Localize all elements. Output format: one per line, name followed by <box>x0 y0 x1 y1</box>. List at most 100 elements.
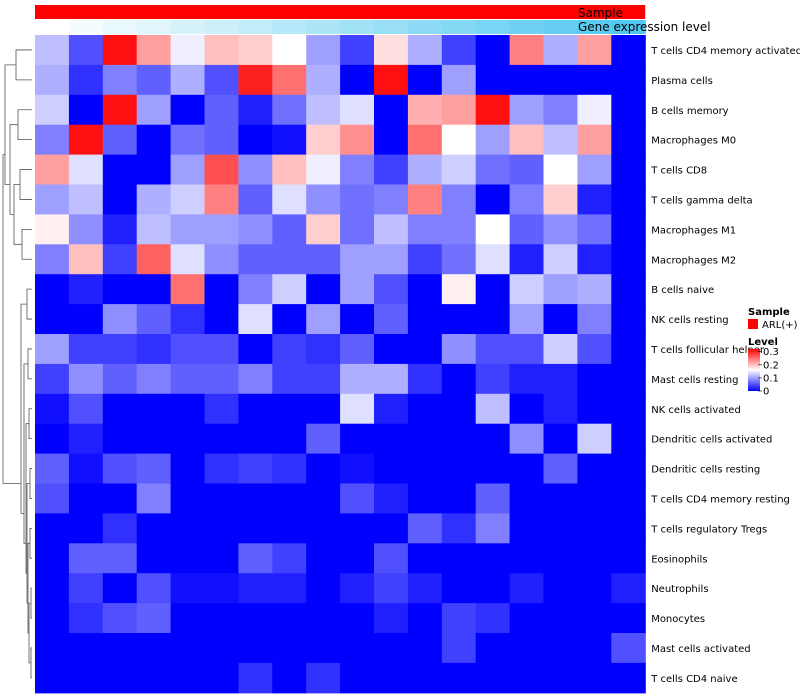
heatmap-cell <box>204 513 239 544</box>
heatmap-cell <box>272 244 307 275</box>
dendrogram-branch <box>26 288 32 320</box>
heatmap-cell <box>407 214 443 245</box>
heatmap-cell <box>577 662 612 694</box>
row-label: Mast cells activated <box>651 644 750 655</box>
dendrogram-branch <box>27 542 30 634</box>
heatmap-cell <box>509 154 545 186</box>
heatmap-cell <box>136 603 172 634</box>
heatmap-cell <box>35 124 70 156</box>
heatmap-cell <box>306 543 341 574</box>
heatmap-cell <box>441 334 477 365</box>
heatmap-cell <box>238 64 273 96</box>
heatmap-cell <box>272 662 307 694</box>
heatmap-cell <box>272 363 307 395</box>
heatmap-cell <box>272 154 307 186</box>
dendrogram-branch <box>28 408 32 440</box>
heatmap-cell <box>136 274 172 305</box>
heatmap-cell <box>102 483 138 514</box>
heatmap-cell <box>611 573 646 604</box>
heatmap-cell <box>204 35 239 66</box>
heatmap-cell <box>170 334 206 365</box>
heatmap-cell <box>136 304 172 335</box>
heatmap-cell <box>204 393 239 425</box>
heatmap-cell <box>204 214 239 245</box>
legend-tick-label: 0 <box>763 387 769 398</box>
gene-expression-annotation-cell <box>577 20 612 34</box>
heatmap-cell <box>441 154 477 186</box>
heatmap-cell <box>509 662 545 694</box>
heatmap-cell <box>611 184 646 215</box>
heatmap-cell <box>102 244 138 275</box>
heatmap-cell <box>611 393 646 425</box>
heatmap-cell <box>441 244 477 275</box>
heatmap-cell <box>611 64 646 96</box>
gene-expression-annotation-cell <box>102 20 138 34</box>
row-dendrogram <box>2 49 32 679</box>
heatmap-cell <box>407 633 443 664</box>
heatmap-cell <box>407 363 443 395</box>
heatmap-cell <box>272 184 307 215</box>
row-labels: T cells CD4 memory activated Plasma cells… <box>650 46 800 685</box>
heatmap-cell <box>611 603 646 634</box>
heatmap-cell <box>577 453 612 485</box>
heatmap-cell <box>577 274 612 305</box>
heatmap-cell <box>509 304 545 335</box>
heatmap-cell <box>611 274 646 305</box>
legend-sample-swatch <box>748 319 758 329</box>
heatmap-cell <box>306 633 341 664</box>
heatmap-cell <box>374 633 409 664</box>
heatmap-cell <box>441 274 477 305</box>
heatmap-cell <box>340 423 375 455</box>
heatmap-cell <box>407 94 443 126</box>
heatmap-cell <box>407 184 443 215</box>
row-label: Macrophages M0 <box>651 136 736 147</box>
heatmap-cell <box>170 64 206 96</box>
heatmap-cell <box>238 543 273 574</box>
heatmap-cell <box>340 154 375 186</box>
heatmap-cell <box>272 483 307 514</box>
row-label: Dendritic cells resting <box>651 465 760 476</box>
gene-expression-annotation-cell <box>170 20 206 34</box>
heatmap-cell <box>340 363 375 395</box>
heatmap-cell <box>68 573 104 604</box>
heatmap-cell <box>543 662 578 694</box>
heatmap-cell <box>306 124 341 156</box>
heatmap-cell <box>35 453 70 485</box>
heatmap-cell <box>204 543 239 574</box>
heatmap-cell <box>407 483 443 514</box>
dendrogram-branch <box>29 468 32 499</box>
heatmap-cell <box>374 483 409 514</box>
heatmap-cell <box>374 573 409 604</box>
heatmap-cell <box>340 393 375 425</box>
heatmap-cell <box>441 393 477 425</box>
heatmap-cell <box>509 453 545 485</box>
heatmap-cell <box>306 603 341 634</box>
heatmap-cell <box>543 423 578 455</box>
heatmap-cell <box>102 662 138 694</box>
heatmap-cell <box>102 513 138 544</box>
heatmap-cell <box>509 334 545 365</box>
heatmap-cell <box>238 274 273 305</box>
heatmap-cell <box>170 154 206 186</box>
heatmap-cell <box>306 363 341 395</box>
heatmap-cell <box>475 214 511 245</box>
heatmap-cell <box>170 363 206 395</box>
heatmap-cell <box>170 184 206 215</box>
heatmap-cell <box>35 64 70 96</box>
heatmap-cell <box>543 393 578 425</box>
heatmap-cell <box>136 35 172 66</box>
heatmap-cell <box>136 334 172 365</box>
heatmap-cell <box>102 573 138 604</box>
heatmap-cell <box>68 214 104 245</box>
heatmap-cell <box>204 423 239 455</box>
heatmap-cell <box>407 124 443 156</box>
heatmap-cell <box>509 423 545 455</box>
heatmap-cell <box>170 393 206 425</box>
heatmap-cell <box>238 35 273 66</box>
heatmap-cell <box>204 154 239 186</box>
heatmap-cell <box>272 543 307 574</box>
heatmap-cell <box>306 184 341 215</box>
row-label: Eosinophils <box>651 554 707 565</box>
heatmap-cell <box>306 662 341 694</box>
heatmap-cell <box>475 154 511 186</box>
